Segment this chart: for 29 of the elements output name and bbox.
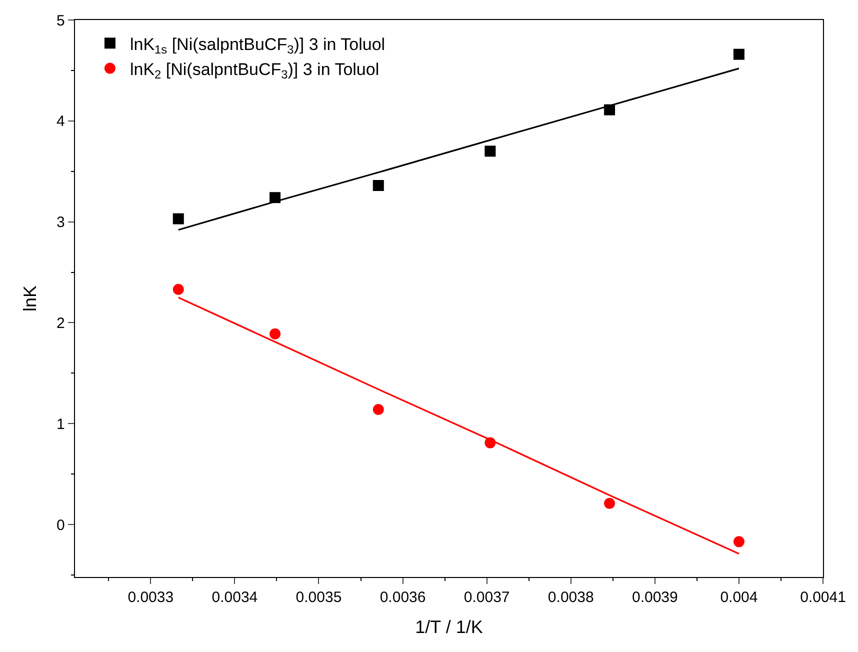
y-axis-title: lnK <box>20 285 40 312</box>
y-tick-label: 1 <box>56 416 65 433</box>
point <box>484 146 496 157</box>
y-tick-label: 4 <box>56 113 65 130</box>
x-tick-label: 0.0035 <box>296 589 342 606</box>
point <box>172 213 184 224</box>
y-tick-label: 0 <box>56 516 65 534</box>
x-tick-label: 0.0041 <box>800 589 846 606</box>
point <box>733 536 744 548</box>
point <box>270 328 281 340</box>
y-tick-label: 5 <box>56 12 65 30</box>
x-tick-label: 0.0039 <box>632 589 678 606</box>
x-tick-label: 0.0038 <box>548 589 594 606</box>
point <box>372 180 384 191</box>
x-tick-label: 0.004 <box>720 589 758 606</box>
y-tick-label: 3 <box>56 214 65 232</box>
y-tick-label: 2 <box>56 314 65 332</box>
legend-label: lnK$_{1s}$ [Ni(salpntBuCF$_{3}$)] 3 in Toluol <box>130 34 386 56</box>
x-axis-title: 1/T / 1/K <box>415 617 483 638</box>
point <box>733 48 744 60</box>
x-tick-label: 0.0036 <box>380 589 426 606</box>
x-tick-label: 0.0034 <box>212 589 258 606</box>
point <box>604 498 616 509</box>
x-tick-label: 0.0037 <box>464 589 510 606</box>
point <box>372 404 384 415</box>
legend-label: lnK$_{2}$ [Ni(salpntBuCF$_{3}$)] 3 in Toluol <box>130 60 380 82</box>
line-series <box>178 296 740 555</box>
x-tick-label: 0.0033 <box>128 589 174 606</box>
point <box>172 284 184 295</box>
